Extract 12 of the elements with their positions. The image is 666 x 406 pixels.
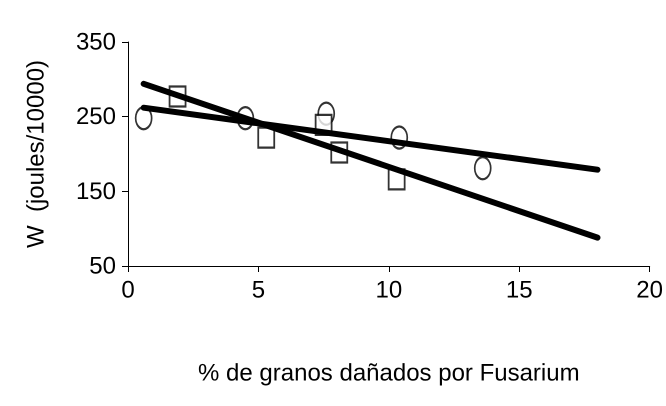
x-tick-label: 10 — [375, 276, 402, 304]
point — [474, 156, 492, 180]
y-tick-label: 250 — [76, 103, 116, 130]
x-tick-label: 15 — [506, 276, 533, 304]
x-tick-label: 20 — [636, 276, 664, 304]
y-axis-title: W (joules/10000) — [22, 60, 50, 248]
y-tick-label: 150 — [76, 178, 116, 205]
y-tick-label: 50 — [89, 252, 116, 280]
y-tick-label: 350 — [76, 28, 116, 56]
x-axis-title: % de granos dañados por Fusarium — [198, 360, 580, 386]
x-tick-label: 0 — [121, 276, 135, 304]
x-tick-label: 5 — [252, 276, 266, 304]
